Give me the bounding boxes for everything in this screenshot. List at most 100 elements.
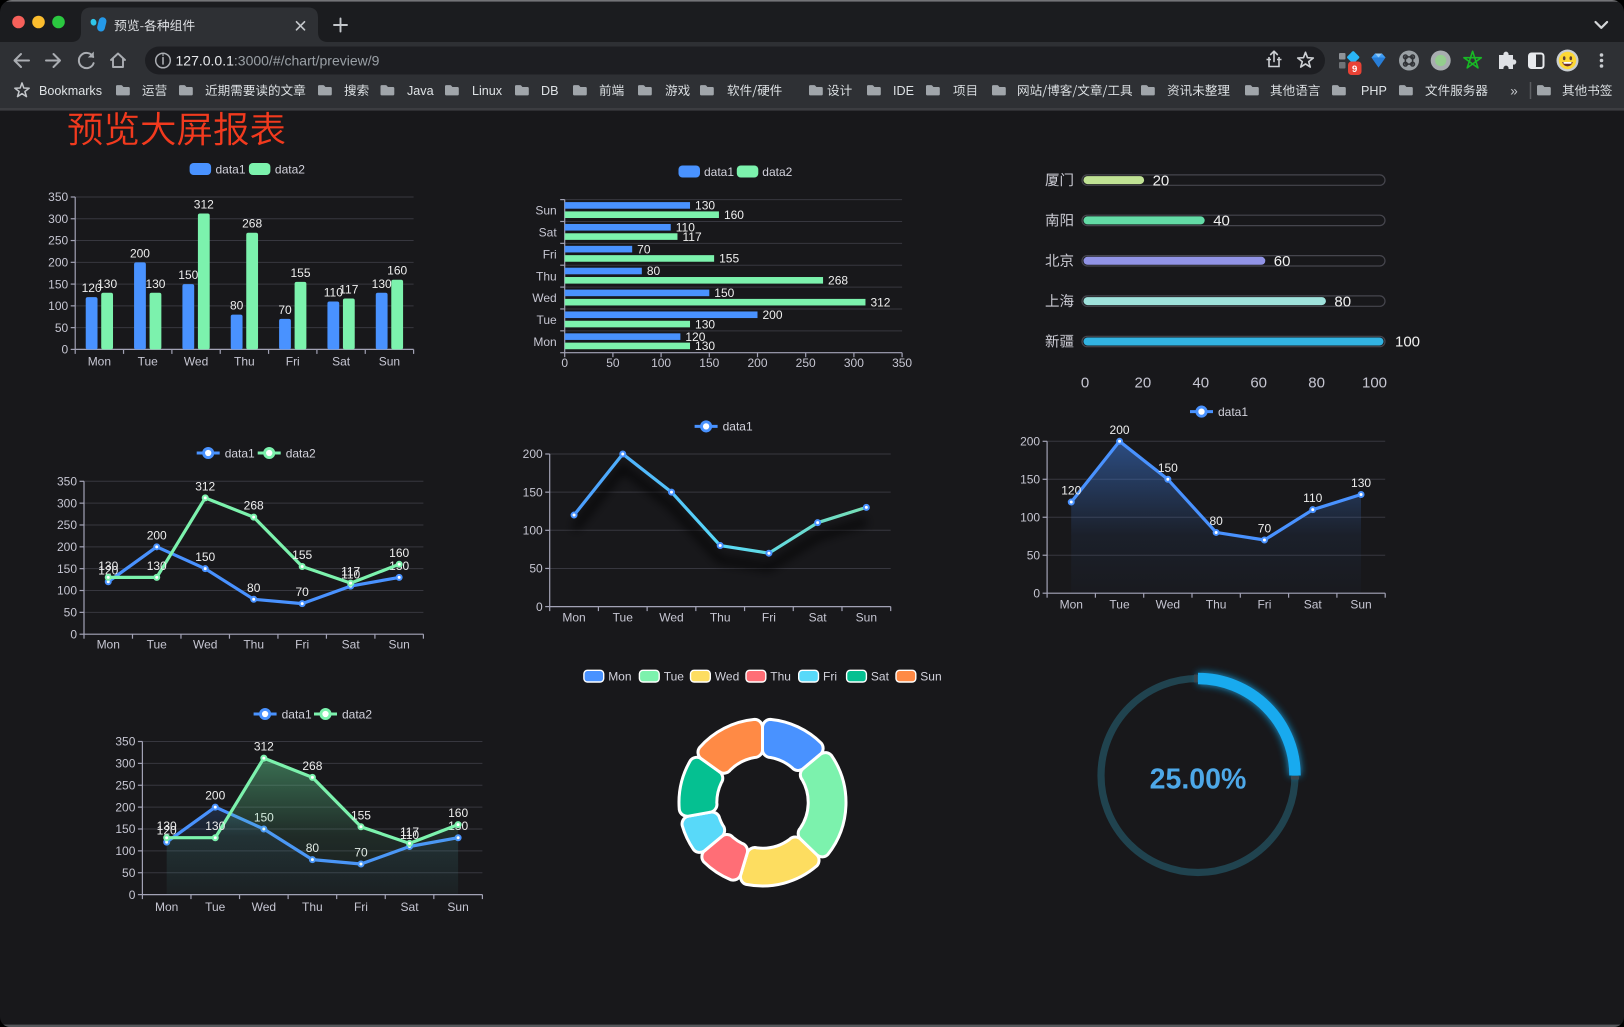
svg-text:Linux: Linux <box>472 84 503 98</box>
svg-text:250: 250 <box>57 518 77 532</box>
svg-text:200: 200 <box>205 789 225 803</box>
svg-text:300: 300 <box>48 212 68 226</box>
svg-text:120: 120 <box>157 824 177 838</box>
svg-text:Sat: Sat <box>871 670 890 684</box>
svg-text:Thu: Thu <box>536 269 557 283</box>
svg-text:130: 130 <box>205 819 225 833</box>
svg-text:150: 150 <box>195 550 215 564</box>
svg-text:120: 120 <box>1061 484 1081 498</box>
svg-text:130: 130 <box>695 339 715 353</box>
svg-text:100: 100 <box>651 356 671 370</box>
svg-text:80: 80 <box>1209 514 1223 528</box>
svg-text:100: 100 <box>1395 334 1420 351</box>
svg-text:120: 120 <box>82 281 102 295</box>
svg-text:Wed: Wed <box>659 611 683 625</box>
svg-text:130: 130 <box>97 277 117 291</box>
svg-text:50: 50 <box>606 356 620 370</box>
svg-text:150: 150 <box>1158 461 1178 475</box>
svg-text:Sat: Sat <box>342 638 361 652</box>
svg-text:Sun: Sun <box>920 670 941 684</box>
svg-text:150: 150 <box>178 268 198 282</box>
svg-text:312: 312 <box>195 479 215 493</box>
svg-text:data2: data2 <box>286 446 316 460</box>
svg-text:Tue: Tue <box>205 900 226 914</box>
svg-text:Fri: Fri <box>543 247 557 261</box>
svg-text:Sat: Sat <box>809 611 828 625</box>
svg-text:40: 40 <box>1192 374 1209 391</box>
svg-text:Tue: Tue <box>536 313 557 327</box>
svg-text:110: 110 <box>1303 491 1322 505</box>
svg-text:200: 200 <box>1110 423 1130 437</box>
svg-text:data1: data1 <box>216 162 246 176</box>
svg-text:160: 160 <box>387 264 407 278</box>
svg-text:Sun: Sun <box>1350 598 1371 612</box>
svg-text:50: 50 <box>55 321 69 335</box>
svg-text:0: 0 <box>536 600 543 614</box>
svg-text:Sun: Sun <box>856 611 877 625</box>
svg-text:data1: data1 <box>225 446 255 460</box>
svg-text:9: 9 <box>1352 64 1357 75</box>
svg-text:60: 60 <box>1250 374 1267 391</box>
svg-text:DB: DB <box>541 84 559 98</box>
svg-text:130: 130 <box>695 317 715 331</box>
svg-text:200: 200 <box>763 308 783 322</box>
svg-text:300: 300 <box>844 356 864 370</box>
svg-text:200: 200 <box>1020 435 1040 449</box>
svg-text:70: 70 <box>278 303 292 317</box>
svg-text:127.0.0.1: 127.0.0.1 <box>176 52 235 68</box>
svg-text:268: 268 <box>302 759 322 773</box>
svg-text:Thu: Thu <box>243 638 264 652</box>
svg-text:Wed: Wed <box>1156 598 1180 612</box>
svg-text:312: 312 <box>194 198 214 212</box>
svg-text:312: 312 <box>870 295 890 309</box>
svg-text:Fri: Fri <box>286 354 300 368</box>
svg-text:Tue: Tue <box>613 611 634 625</box>
svg-text:Thu: Thu <box>710 611 731 625</box>
svg-text:Sun: Sun <box>447 900 468 914</box>
svg-text:200: 200 <box>130 246 150 260</box>
svg-text:155: 155 <box>292 548 312 562</box>
svg-text:268: 268 <box>244 499 264 513</box>
svg-text:300: 300 <box>57 496 77 510</box>
svg-text:117: 117 <box>682 230 701 244</box>
svg-text:Tue: Tue <box>147 638 168 652</box>
svg-text:100: 100 <box>57 584 77 598</box>
svg-text:Mon: Mon <box>1060 598 1083 612</box>
svg-text:117: 117 <box>400 825 419 839</box>
svg-text:data1: data1 <box>282 707 312 721</box>
svg-text:130: 130 <box>157 819 177 833</box>
svg-text:Thu: Thu <box>770 670 791 684</box>
svg-text:data2: data2 <box>762 165 792 179</box>
svg-text:60: 60 <box>1274 253 1291 270</box>
svg-text:Java: Java <box>407 84 434 98</box>
svg-text:150: 150 <box>714 286 734 300</box>
svg-text:150: 150 <box>115 822 135 836</box>
svg-text:0: 0 <box>1033 586 1040 600</box>
svg-text:110: 110 <box>341 568 360 582</box>
svg-text:Wed: Wed <box>252 900 276 914</box>
svg-text:50: 50 <box>1027 548 1041 562</box>
svg-text:117: 117 <box>339 282 358 296</box>
svg-text:Thu: Thu <box>302 900 323 914</box>
svg-text:20: 20 <box>1153 172 1170 189</box>
svg-text:80: 80 <box>1334 293 1351 310</box>
svg-text:0: 0 <box>70 627 77 641</box>
svg-text:Bookmarks: Bookmarks <box>39 84 102 98</box>
svg-text:200: 200 <box>48 256 68 270</box>
svg-text:Thu: Thu <box>1206 598 1227 612</box>
svg-text:312: 312 <box>254 740 274 754</box>
svg-text:155: 155 <box>351 808 371 822</box>
svg-text:160: 160 <box>448 806 468 820</box>
svg-text:Sun: Sun <box>379 354 400 368</box>
svg-text:120: 120 <box>685 330 705 344</box>
svg-text:117: 117 <box>341 565 360 579</box>
svg-text:0: 0 <box>62 343 69 357</box>
svg-text:Sat: Sat <box>539 226 558 240</box>
svg-text:Mon: Mon <box>562 611 585 625</box>
svg-text:268: 268 <box>242 217 262 231</box>
svg-text:Wed: Wed <box>532 291 556 305</box>
svg-text:Mon: Mon <box>88 354 111 368</box>
svg-text:Tue: Tue <box>664 670 685 684</box>
svg-text:Mon: Mon <box>97 638 120 652</box>
svg-text:0: 0 <box>561 356 568 370</box>
